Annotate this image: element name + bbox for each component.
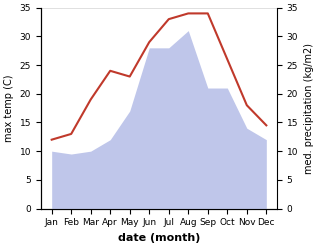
Y-axis label: med. precipitation (kg/m2): med. precipitation (kg/m2) [304,43,314,174]
Y-axis label: max temp (C): max temp (C) [4,74,14,142]
X-axis label: date (month): date (month) [118,233,200,243]
